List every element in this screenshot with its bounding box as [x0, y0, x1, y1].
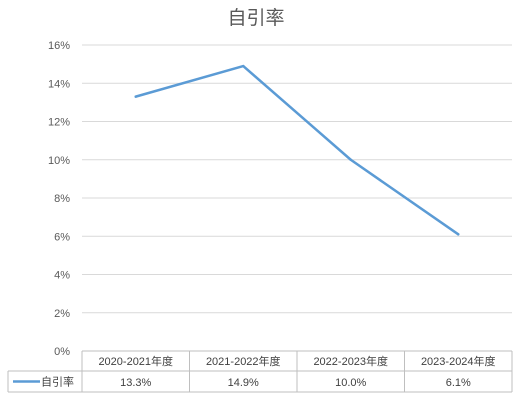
data-table: 2020-2021年度 2021-2022年度 2022-2023年度 2023-20…: [7, 350, 513, 393]
y-tick-label: 4%: [54, 270, 70, 282]
data-value-cell: 10.0%: [335, 377, 366, 389]
data-point: [349, 158, 352, 161]
data-value-cell: 13.3%: [120, 377, 151, 389]
y-tick-label: 12%: [48, 117, 70, 129]
y-tick-label: 6%: [54, 231, 70, 243]
y-tick-label: 10%: [48, 155, 70, 167]
data-value-cell: 14.9%: [228, 377, 259, 389]
x-category-label: 2023-2024年度: [421, 354, 496, 368]
legend-label: 自引率: [41, 375, 74, 389]
y-tick-label: 14%: [48, 78, 70, 90]
data-point: [242, 64, 245, 68]
y-tick-label: 0%: [54, 346, 70, 358]
data-value-cell: 6.1%: [446, 377, 471, 389]
data-point: [134, 95, 137, 98]
chart-title: 自引率: [227, 7, 284, 29]
series-layer: [134, 64, 460, 236]
x-category-label: 2021-2022年度: [206, 354, 281, 368]
gridlines: [82, 44, 512, 314]
data-point: [457, 233, 460, 236]
series-line-自引率: [134, 64, 460, 236]
x-category-label: 2022-2023年度: [313, 354, 388, 368]
y-tick-label: 2%: [54, 308, 70, 320]
y-tick-label: 8%: [54, 193, 70, 205]
y-tick-label: 16%: [48, 40, 70, 52]
x-category-label: 2020-2021年度: [98, 354, 173, 368]
y-axis-ticks: 0% 2% 4% 6% 8% 10% 12% 14% 16%: [48, 40, 70, 358]
